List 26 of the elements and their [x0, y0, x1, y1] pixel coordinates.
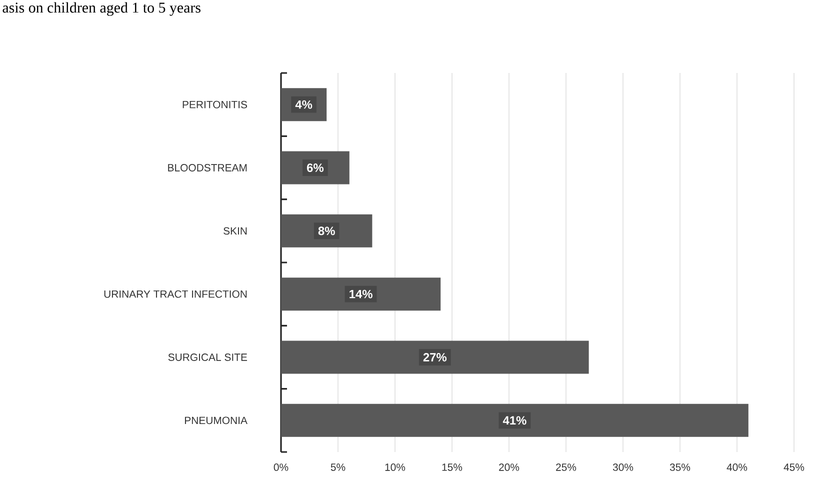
y-tick-label: SKIN	[224, 227, 247, 235]
x-tick-label: 45%	[784, 464, 804, 471]
data-label: 41%	[502, 416, 526, 425]
text: asis on children aged 1 to 5 years	[2, 2, 200, 16]
x-tick-label: 5%	[330, 464, 346, 471]
data-label: 8%	[318, 226, 335, 236]
y-tick-label: URINARY TRACT INFECTION	[104, 290, 247, 298]
x-tick-label: 40%	[726, 464, 748, 471]
y-tick-label: BLOODSTREAM	[168, 164, 247, 172]
x-tick-label: 15%	[442, 464, 462, 471]
data-label: 4%	[295, 100, 312, 109]
x-tick-label: 30%	[612, 464, 634, 471]
x-tick-label: 10%	[385, 464, 406, 471]
bar	[281, 404, 748, 437]
bar	[281, 340, 589, 374]
x-tick-label: 20%	[499, 464, 520, 471]
x-tick-label: 0%	[274, 464, 288, 471]
bar	[281, 278, 441, 311]
data-label: 27%	[423, 353, 447, 362]
x-tick-label: 25%	[556, 464, 576, 471]
y-tick-label: PNEUMONIA	[184, 416, 248, 424]
y-tick-label: PERITONITIS	[182, 100, 248, 108]
x-tick-label: 35%	[670, 464, 690, 471]
data-label: 6%	[307, 164, 324, 172]
data-label: 14%	[350, 290, 372, 298]
y-tick-label: SURGICAL SITE	[168, 354, 248, 361]
